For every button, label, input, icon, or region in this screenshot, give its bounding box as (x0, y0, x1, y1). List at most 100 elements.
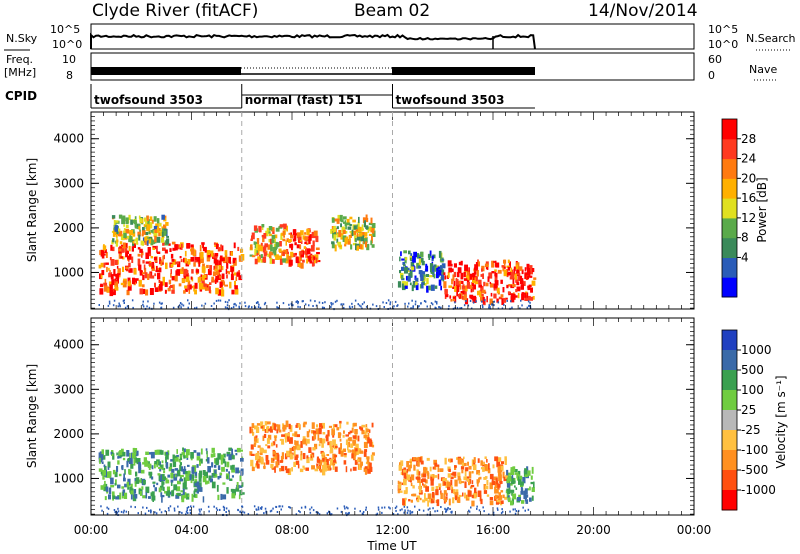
echo-cell (346, 218, 350, 225)
echo-cell (439, 265, 443, 273)
echo-cell (338, 245, 342, 248)
echo-cell (214, 464, 217, 468)
echo-cell (195, 475, 197, 479)
echo-cell (347, 441, 351, 448)
echo-cell (98, 304, 100, 306)
echo-cell (191, 493, 193, 501)
echo-cell (202, 496, 205, 503)
echo-cell (134, 448, 138, 452)
echo-cell (344, 453, 347, 458)
echo-cell (161, 231, 164, 237)
echo-cell (333, 424, 338, 428)
echo-cell (491, 271, 495, 274)
echo-cell (179, 511, 181, 514)
echo-cell (505, 474, 509, 479)
echo-cell (381, 511, 383, 514)
echo-cell (182, 488, 185, 495)
echo-cell (134, 481, 137, 487)
echo-cell (421, 260, 425, 266)
echo-cell (524, 474, 529, 477)
echo-cell (426, 305, 428, 308)
echo-cell (241, 505, 243, 508)
echo-cell (493, 283, 498, 289)
echo-cell (259, 306, 262, 309)
echo-cell (152, 481, 156, 484)
echo-cell (139, 270, 143, 273)
echo-cell (105, 486, 109, 492)
echo-cell (289, 506, 291, 509)
echo-cell (368, 466, 373, 472)
echo-cell (142, 305, 145, 308)
echo-cell (132, 277, 135, 285)
echo-cell (273, 423, 277, 431)
echo-cell (342, 229, 346, 234)
echo-cell (140, 469, 145, 474)
echo-cell (436, 301, 438, 304)
echo-cell (141, 230, 146, 235)
echo-cell (181, 278, 186, 283)
echo-cell (230, 266, 234, 272)
colorbar-cell (722, 217, 737, 239)
echo-cell (451, 485, 453, 490)
echo-cell (100, 469, 103, 474)
echo-cell (421, 282, 424, 289)
power-colorbar-label: Power [dB] (755, 177, 769, 242)
echo-cell (269, 238, 273, 245)
echo-cell (175, 261, 179, 265)
echo-cell (342, 448, 346, 453)
echo-cell (436, 302, 438, 305)
echo-cell (284, 433, 289, 439)
echo-cell (253, 505, 256, 508)
echo-cell (311, 436, 315, 441)
echo-cell (330, 303, 333, 306)
echo-cell (330, 302, 332, 304)
echo-cell (189, 512, 192, 514)
echo-cell (494, 269, 497, 272)
echo-cell (150, 275, 155, 279)
echo-cell (160, 492, 163, 497)
echo-cell (210, 250, 214, 257)
echo-cell (410, 274, 413, 278)
echo-cell (316, 458, 321, 463)
echo-cell (462, 290, 466, 295)
x-tick-label: 00:00 (677, 523, 712, 537)
echo-cell (468, 509, 470, 512)
echo-cell (430, 271, 434, 274)
echo-cell (457, 272, 460, 278)
echo-cell (406, 468, 409, 473)
echo-cell (437, 473, 440, 480)
echo-cell (193, 450, 197, 453)
echo-cell (199, 461, 201, 466)
echo-cell (344, 243, 347, 247)
echo-cell (173, 477, 178, 481)
echo-cell (415, 457, 420, 461)
echo-cell (200, 508, 202, 511)
echo-cell (260, 421, 264, 425)
velocity-ylabel: Slant Range [km] (25, 364, 39, 468)
echo-cell (432, 254, 436, 259)
echo-cell (288, 239, 292, 242)
echo-cell (139, 248, 143, 253)
echo-cell (363, 434, 367, 439)
echo-cell (515, 487, 518, 490)
echo-cell (149, 272, 152, 279)
echo-cell (464, 481, 467, 488)
echo-cell (166, 238, 170, 245)
echo-cell (256, 423, 260, 426)
echo-cell (432, 266, 435, 272)
echo-cell (514, 472, 519, 475)
echo-cell (443, 478, 447, 481)
echo-cell (231, 489, 236, 496)
echo-cell (527, 285, 531, 289)
echo-cell (260, 254, 263, 259)
echo-cell (403, 250, 407, 254)
echo-cell (116, 278, 119, 284)
echo-cell (514, 485, 516, 488)
echo-cell (258, 250, 260, 255)
echo-cell (484, 456, 487, 459)
echo-cell (215, 271, 219, 276)
echo-cell (370, 217, 373, 224)
echo-cell (272, 229, 275, 235)
echo-cell (312, 447, 316, 451)
echo-cell (293, 449, 296, 457)
